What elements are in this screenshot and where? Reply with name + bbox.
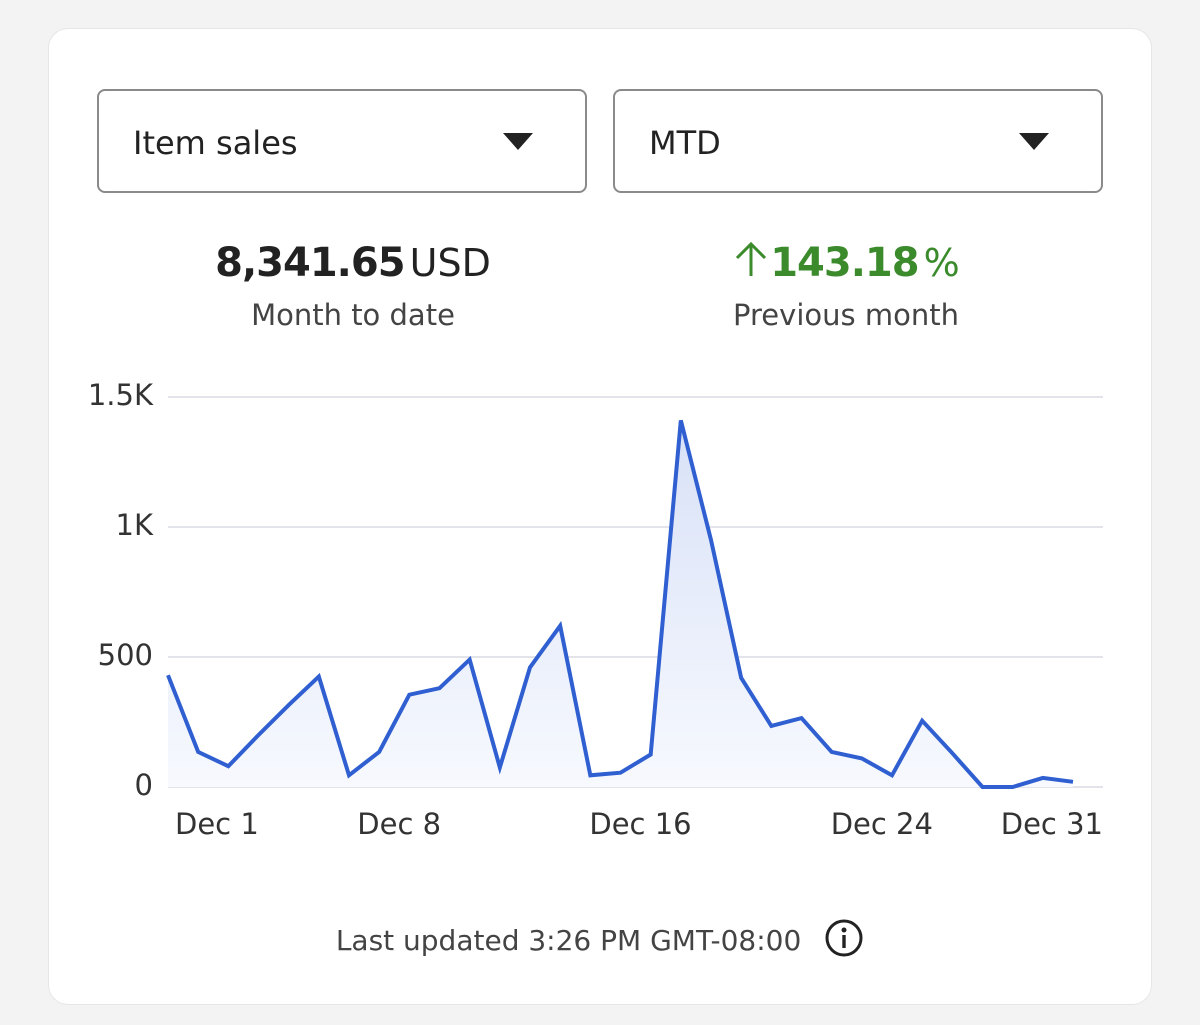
last-updated: Last updated 3:26 PM GMT-08:00: [335, 924, 802, 957]
x-tick-label: Dec 31: [1001, 807, 1103, 841]
up-arrow: [736, 241, 767, 276]
change-value: 143.18: [770, 240, 919, 286]
dropdown-text: MTD: [649, 124, 721, 162]
metric-dropdown[interactable]: Item sales: [97, 89, 587, 193]
footer: Last updated 3:26 PM GMT-08:00: [0, 918, 1200, 958]
area: [168, 420, 1073, 787]
info-icon[interactable]: [824, 918, 864, 958]
dropdown-arrow: [1019, 133, 1049, 150]
total-value: 8,341.65: [215, 240, 405, 286]
card: [48, 28, 1152, 1005]
change-label: Previous month: [733, 298, 959, 332]
line: [166, 419, 1074, 789]
x-tick-label: Dec 16: [589, 807, 691, 841]
dropdown-arrow: [503, 133, 533, 150]
period-dropdown[interactable]: MTD: [613, 89, 1103, 193]
y-tick-label: 1.5K: [88, 378, 154, 412]
x-tick-label: Dec 1: [175, 807, 259, 841]
y-tick-label: 0: [135, 768, 153, 802]
change-metric: 143.18 % Previous month: [596, 240, 1096, 332]
chart: 0 500 1K 1.5K Dec 1 Dec 8 Dec 16 Dec 24 Dec 31: [88, 378, 1103, 841]
x-tick-label: Dec 24: [831, 807, 933, 841]
x-tick-label: Dec 8: [357, 807, 441, 841]
total-unit: USD: [409, 241, 491, 285]
dropdown-text: Item sales: [133, 124, 298, 162]
total-metric: 8,341.65 USD Month to date: [103, 240, 603, 332]
y-tick-label: 500: [98, 638, 153, 672]
total-label: Month to date: [251, 298, 455, 332]
y-tick-label: 1K: [116, 508, 154, 542]
change-unit: %: [923, 241, 960, 285]
